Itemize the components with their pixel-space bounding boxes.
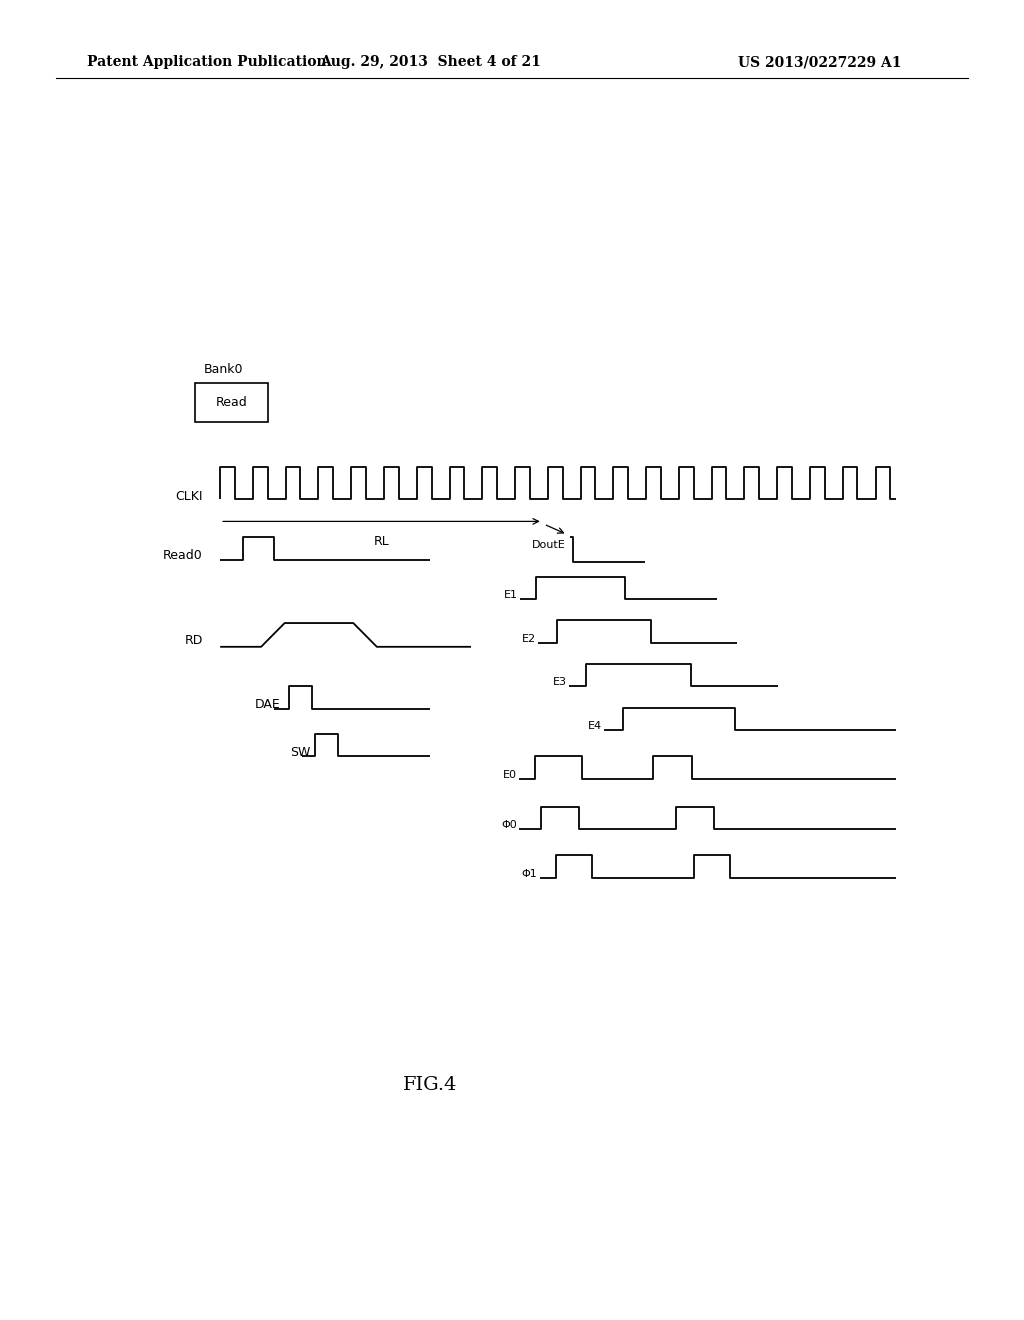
Text: E4: E4 xyxy=(588,721,602,731)
Text: E0: E0 xyxy=(503,770,517,780)
Text: CLKI: CLKI xyxy=(175,490,203,503)
Text: DAE: DAE xyxy=(255,698,281,711)
Text: FIG.4: FIG.4 xyxy=(402,1076,458,1094)
Text: RL: RL xyxy=(374,535,389,548)
Text: DoutE: DoutE xyxy=(531,540,565,550)
Text: SW: SW xyxy=(290,746,310,759)
Text: Read: Read xyxy=(215,396,248,409)
Text: US 2013/0227229 A1: US 2013/0227229 A1 xyxy=(737,55,901,70)
Text: Φ1: Φ1 xyxy=(522,869,538,879)
Text: Read0: Read0 xyxy=(163,549,203,562)
Text: E1: E1 xyxy=(504,590,518,601)
Text: Bank0: Bank0 xyxy=(204,363,243,376)
Text: E3: E3 xyxy=(553,677,567,688)
Text: Aug. 29, 2013  Sheet 4 of 21: Aug. 29, 2013 Sheet 4 of 21 xyxy=(319,55,541,70)
Text: Patent Application Publication: Patent Application Publication xyxy=(87,55,327,70)
Bar xyxy=(195,383,268,422)
Text: RD: RD xyxy=(184,634,203,647)
Text: E2: E2 xyxy=(521,634,536,644)
Text: Φ0: Φ0 xyxy=(502,820,517,830)
